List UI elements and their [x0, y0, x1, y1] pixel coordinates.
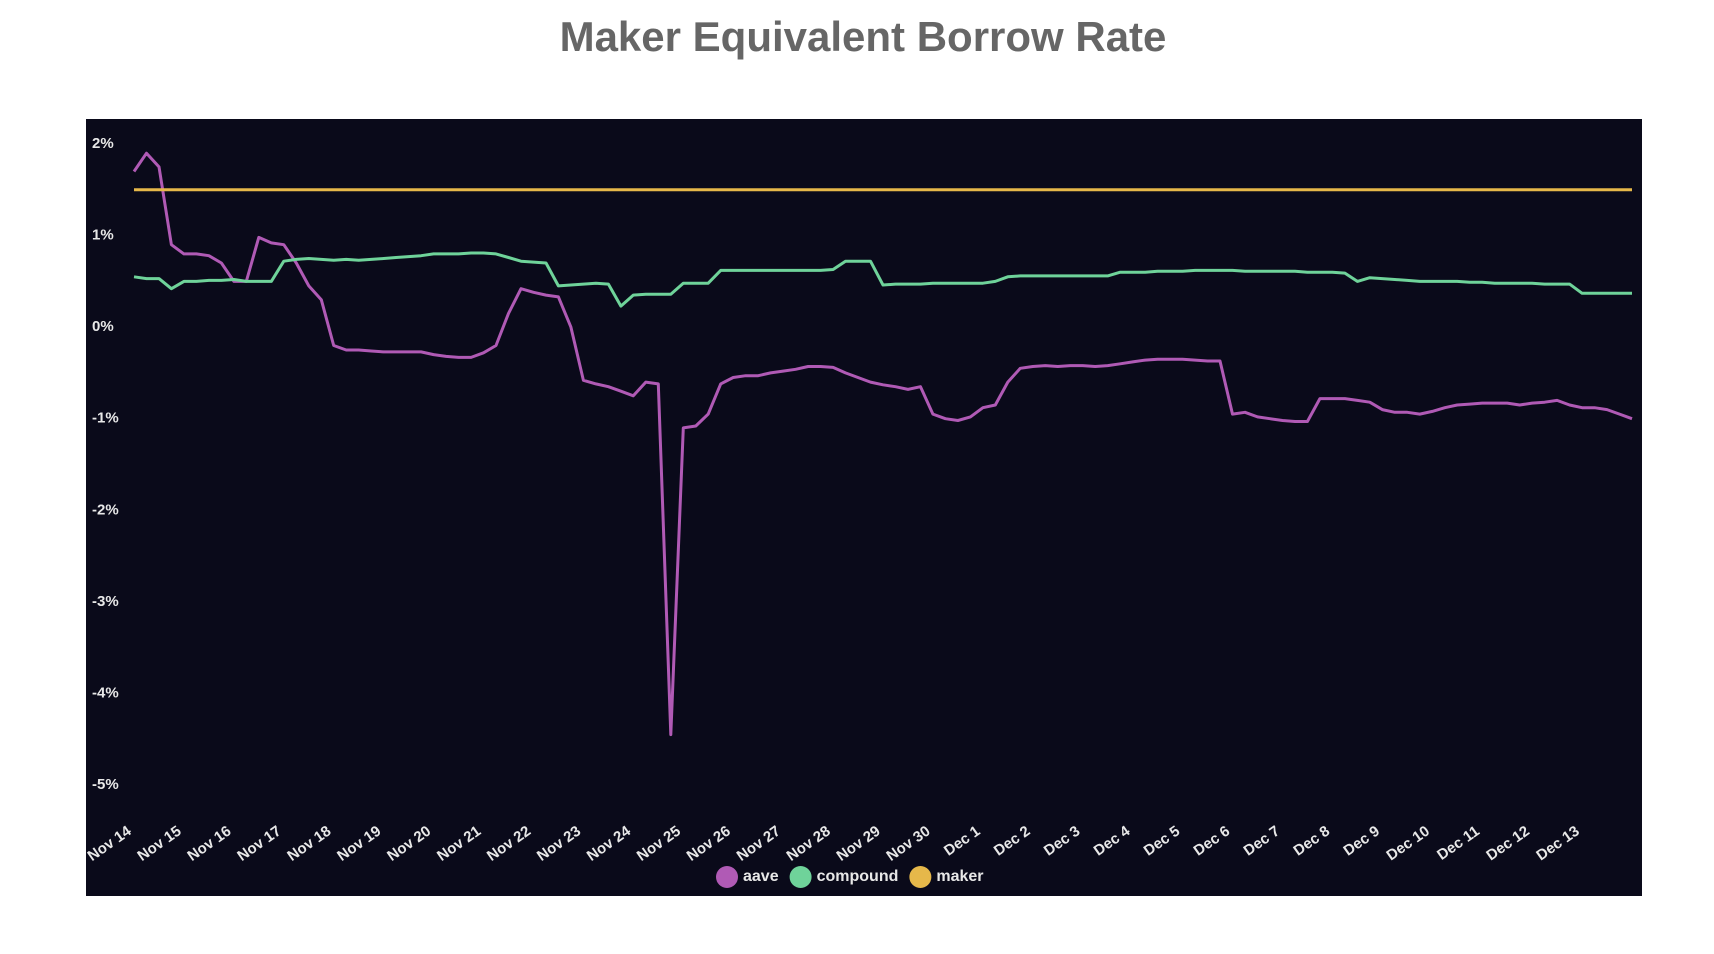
legend-label: aave: [743, 868, 779, 885]
legend: aave compound maker: [716, 866, 984, 888]
y-tick-label: -3%: [92, 593, 119, 610]
legend-marker: [789, 866, 812, 888]
y-tick-label: -4%: [92, 684, 119, 701]
series-line: [132, 151, 1633, 737]
legend-marker: [909, 866, 932, 888]
y-tick-label: 1%: [92, 227, 114, 244]
chart-title: Maker Equivalent Borrow Rate: [560, 13, 1167, 60]
plot-background: [86, 119, 1642, 896]
y-tick-label: 2%: [92, 135, 114, 152]
y-tick-label: -1%: [92, 410, 119, 427]
y-tick-label: 0%: [92, 318, 114, 335]
legend-marker: [716, 866, 738, 888]
series-line: [133, 251, 1632, 308]
legend-label: maker: [936, 868, 983, 885]
legend-label: compound: [817, 868, 899, 885]
y-tick-label: -2%: [92, 501, 119, 518]
y-tick-label: -5%: [92, 776, 119, 793]
